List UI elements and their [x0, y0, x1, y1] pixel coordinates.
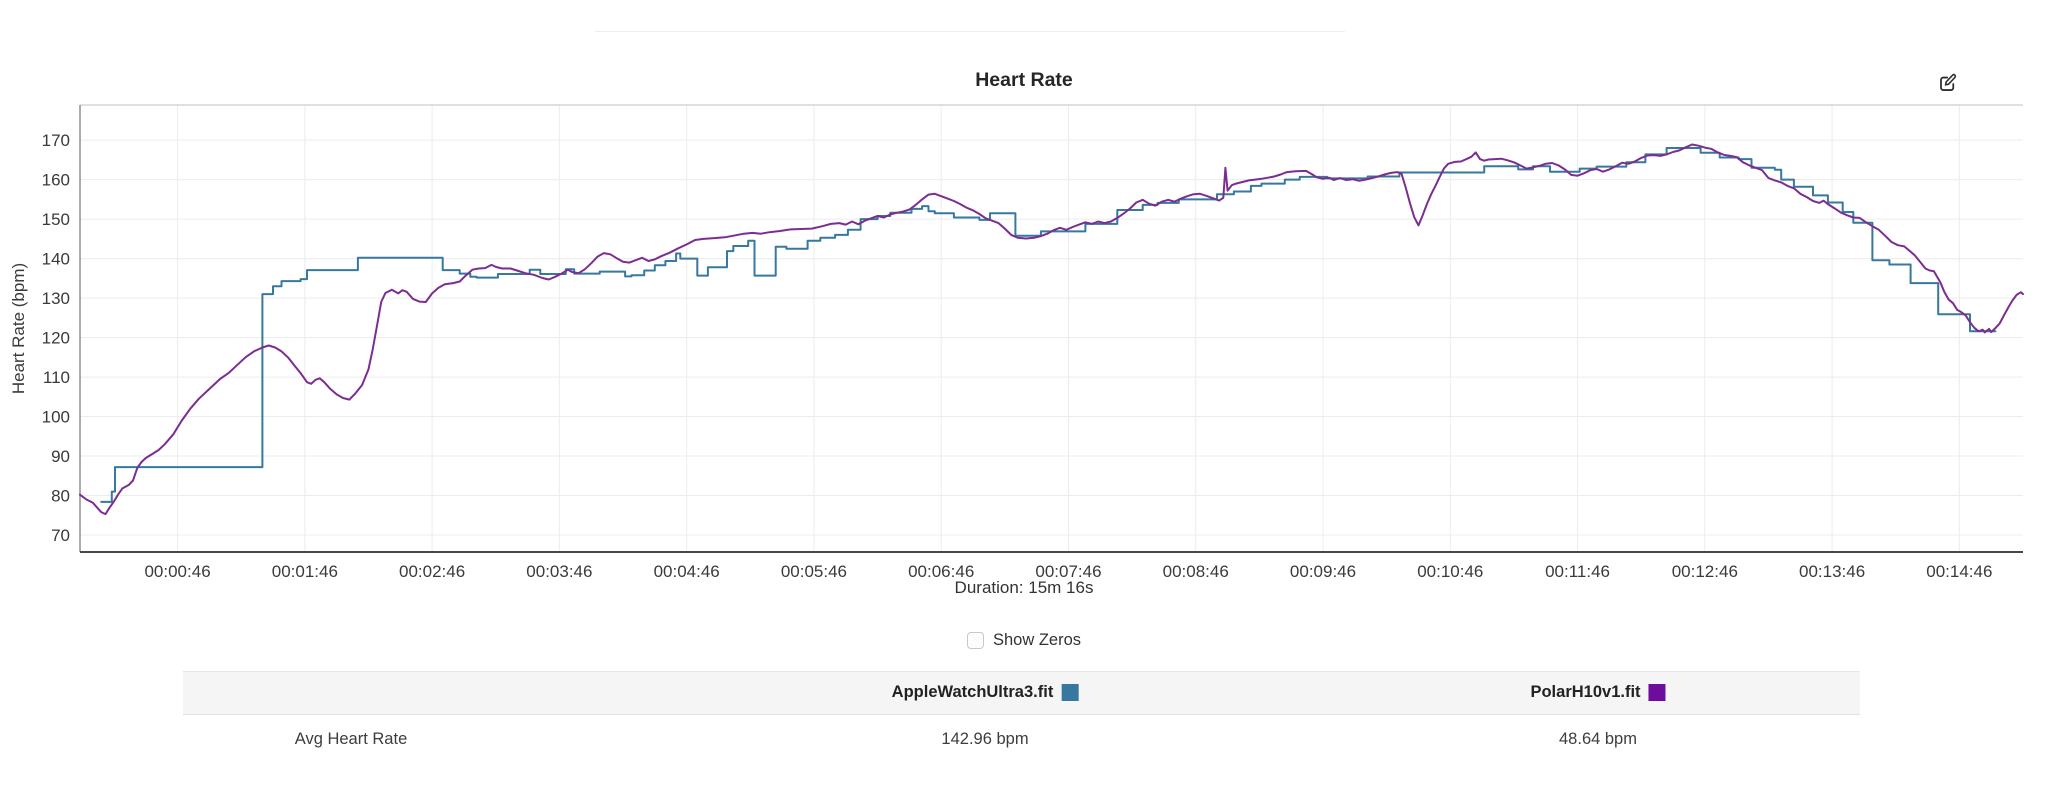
y-tick-label: 120 [42, 329, 70, 348]
edit-chart-icon[interactable] [1937, 72, 1958, 93]
x-tick-label: 00:00:46 [144, 562, 210, 581]
avg-value-applewatch: 142.96 bpm [941, 730, 1029, 748]
x-tick-label: 00:01:46 [272, 562, 338, 581]
show-zeros-row: Show Zeros [0, 631, 2048, 650]
page-title: Heart Rate [975, 69, 1073, 91]
x-tick-label: 00:11:46 [1545, 562, 1610, 581]
y-axis-title: Heart Rate (bpm) [9, 263, 28, 394]
file-name-label: AppleWatchUltra3.fit [891, 683, 1054, 701]
y-tick-label: 70 [51, 526, 70, 545]
x-tick-label: 00:07:46 [1035, 562, 1101, 581]
x-tick-label: 00:09:46 [1290, 562, 1356, 581]
x-tick-label: 00:02:46 [399, 562, 465, 581]
y-tick-label: 110 [43, 368, 70, 387]
x-tick-label: 00:03:46 [526, 562, 592, 581]
series-line-polarh10v1-fit [79, 143, 2024, 516]
y-tick-label: 130 [42, 289, 70, 308]
y-tick-label: 140 [42, 250, 70, 269]
avg-value-polar: 48.64 bpm [1559, 730, 1637, 748]
duration-label: Duration: 15m 16s [954, 578, 1094, 597]
file-column-header: AppleWatchUltra3.fit [892, 683, 1079, 702]
y-tick-label: 90 [51, 447, 70, 466]
x-tick-label: 00:04:46 [654, 562, 720, 581]
x-tick-label: 00:06:46 [908, 562, 974, 581]
y-tick-label: 100 [42, 408, 70, 427]
stats-table: AppleWatchUltra3.fit PolarH10v1.fit Avg … [183, 671, 1860, 765]
x-tick-label: 00:08:46 [1163, 562, 1229, 581]
polar-color-swatch [1648, 684, 1666, 701]
file-name-label: PolarH10v1.fit [1530, 683, 1641, 701]
section-divider [595, 31, 1345, 32]
series-line-applewatchultra3-fit [100, 147, 1997, 503]
y-tick-label: 80 [51, 487, 70, 506]
y-tick-label: 170 [42, 131, 70, 150]
stats-table-header: AppleWatchUltra3.fit PolarH10v1.fit [183, 671, 1860, 715]
y-tick-label: 150 [42, 210, 70, 229]
show-zeros-checkbox[interactable] [966, 632, 984, 649]
metric-label: Avg Heart Rate [294, 730, 408, 748]
show-zeros-label[interactable]: Show Zeros [992, 631, 1082, 649]
file-column-header: PolarH10v1.fit [1530, 683, 1666, 702]
avg-heart-rate-row: Avg Heart Rate 142.96 bpm 48.64 bpm [183, 715, 1860, 765]
x-tick-label: 00:12:46 [1672, 562, 1738, 581]
x-tick-label: 00:05:46 [781, 562, 847, 581]
applewatch-color-swatch [1061, 684, 1079, 701]
x-tick-label: 00:13:46 [1799, 562, 1865, 581]
y-tick-label: 160 [42, 171, 70, 190]
x-tick-label: 00:14:46 [1926, 562, 1992, 581]
x-tick-label: 00:10:46 [1417, 562, 1483, 581]
